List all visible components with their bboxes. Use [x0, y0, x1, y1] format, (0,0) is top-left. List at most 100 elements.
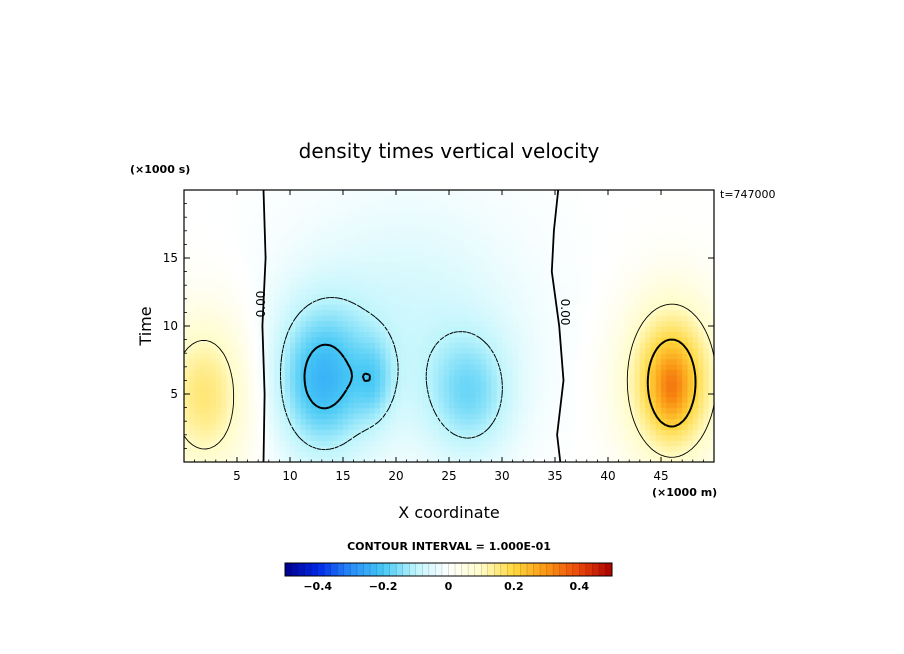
heatmap-cell — [231, 309, 238, 316]
heatmap-cell — [470, 396, 477, 403]
heatmap-cell — [189, 238, 196, 245]
heatmap-cell — [475, 266, 482, 273]
heatmap-cell — [374, 244, 381, 251]
heatmap-cell — [300, 385, 307, 392]
heatmap-cell — [682, 353, 689, 360]
heatmap-cell — [247, 342, 254, 349]
heatmap-cell — [353, 445, 360, 452]
heatmap-cell — [576, 396, 583, 403]
heatmap-cell — [650, 255, 657, 262]
heatmap-cell — [608, 304, 614, 311]
heatmap-cell — [496, 195, 503, 202]
heatmap-cell — [454, 380, 461, 387]
heatmap-cell — [608, 445, 614, 452]
heatmap-cell — [290, 200, 296, 207]
heatmap-cell — [411, 434, 418, 441]
heatmap-cell — [565, 358, 572, 365]
heatmap-cell — [454, 456, 461, 462]
heatmap-cell — [698, 342, 704, 349]
heatmap-cell — [523, 342, 530, 349]
heatmap-cell — [247, 249, 254, 256]
heatmap-cell — [703, 260, 710, 267]
heatmap-cell — [427, 249, 434, 256]
heatmap-cell — [634, 364, 641, 371]
heatmap-cell — [703, 331, 710, 338]
heatmap-cell — [390, 293, 397, 300]
heatmap-cell — [226, 440, 233, 447]
heatmap-cell — [491, 353, 498, 360]
heatmap-cell — [687, 217, 694, 224]
heatmap-cell — [327, 315, 333, 322]
heatmap-cell — [459, 418, 466, 425]
heatmap-cell — [337, 200, 344, 207]
heatmap-cell — [279, 244, 286, 251]
heatmap-cell — [682, 396, 689, 403]
heatmap-cell — [396, 456, 402, 462]
heatmap-cell — [221, 407, 227, 414]
heatmap-cell — [327, 364, 333, 371]
heatmap-cell — [279, 287, 286, 294]
heatmap-cell — [411, 255, 418, 262]
heatmap-cell — [290, 233, 296, 240]
heatmap-cell — [613, 238, 620, 245]
heatmap-cell — [263, 271, 270, 278]
heatmap-cell — [401, 260, 408, 267]
heatmap-cell — [634, 353, 641, 360]
heatmap-cell — [417, 233, 424, 240]
heatmap-cell — [549, 298, 556, 305]
heatmap-cell — [343, 222, 349, 229]
heatmap-cell — [597, 217, 604, 224]
heatmap-cell — [205, 287, 212, 294]
heatmap-cell — [581, 369, 588, 376]
heatmap-cell — [523, 304, 530, 311]
heatmap-cell — [258, 255, 265, 262]
heatmap-cell — [337, 364, 344, 371]
heatmap-cell — [321, 200, 328, 207]
heatmap-cell — [666, 407, 673, 414]
heatmap-cell — [406, 456, 413, 462]
heatmap-cell — [422, 293, 429, 300]
heatmap-cell — [512, 418, 519, 425]
heatmap-cell — [475, 445, 482, 452]
heatmap-cell — [533, 418, 540, 425]
heatmap-cell — [295, 451, 302, 458]
heatmap-cell — [316, 336, 323, 343]
heatmap-cell — [708, 315, 714, 322]
heatmap-cell — [555, 233, 561, 240]
heatmap-cell — [274, 211, 280, 218]
heatmap-cell — [608, 418, 614, 425]
heatmap-cell — [199, 342, 206, 349]
heatmap-cell — [205, 315, 212, 322]
heatmap-cell — [343, 396, 349, 403]
heatmap-cell — [194, 358, 201, 365]
heatmap-cell — [449, 456, 455, 462]
heatmap-cell — [608, 271, 614, 278]
heatmap-cell — [645, 309, 651, 316]
heatmap-cell — [464, 287, 471, 294]
heatmap-cell — [597, 456, 604, 462]
heatmap-cell — [613, 228, 620, 235]
heatmap-cell — [189, 331, 196, 338]
heatmap-cell — [353, 451, 360, 458]
heatmap-cell — [634, 277, 641, 284]
heatmap-cell — [459, 358, 466, 365]
heatmap-cell — [284, 238, 291, 245]
heatmap-cell — [523, 434, 530, 441]
heatmap-cell — [655, 380, 662, 387]
heatmap-cell — [666, 266, 673, 273]
heatmap-cell — [268, 244, 275, 251]
heatmap-cell — [475, 238, 482, 245]
heatmap-cell — [586, 342, 593, 349]
heatmap-cell — [327, 451, 333, 458]
heatmap-cell — [645, 353, 651, 360]
heatmap-cell — [666, 396, 673, 403]
heatmap-cell — [433, 429, 439, 436]
heatmap-cell — [374, 282, 381, 289]
heatmap-cell — [221, 358, 227, 365]
heatmap-cell — [464, 238, 471, 245]
heatmap-cell — [682, 233, 689, 240]
heatmap-cell — [290, 282, 296, 289]
heatmap-cell — [486, 255, 492, 262]
heatmap-cell — [666, 347, 673, 354]
heatmap-cell — [523, 249, 530, 256]
